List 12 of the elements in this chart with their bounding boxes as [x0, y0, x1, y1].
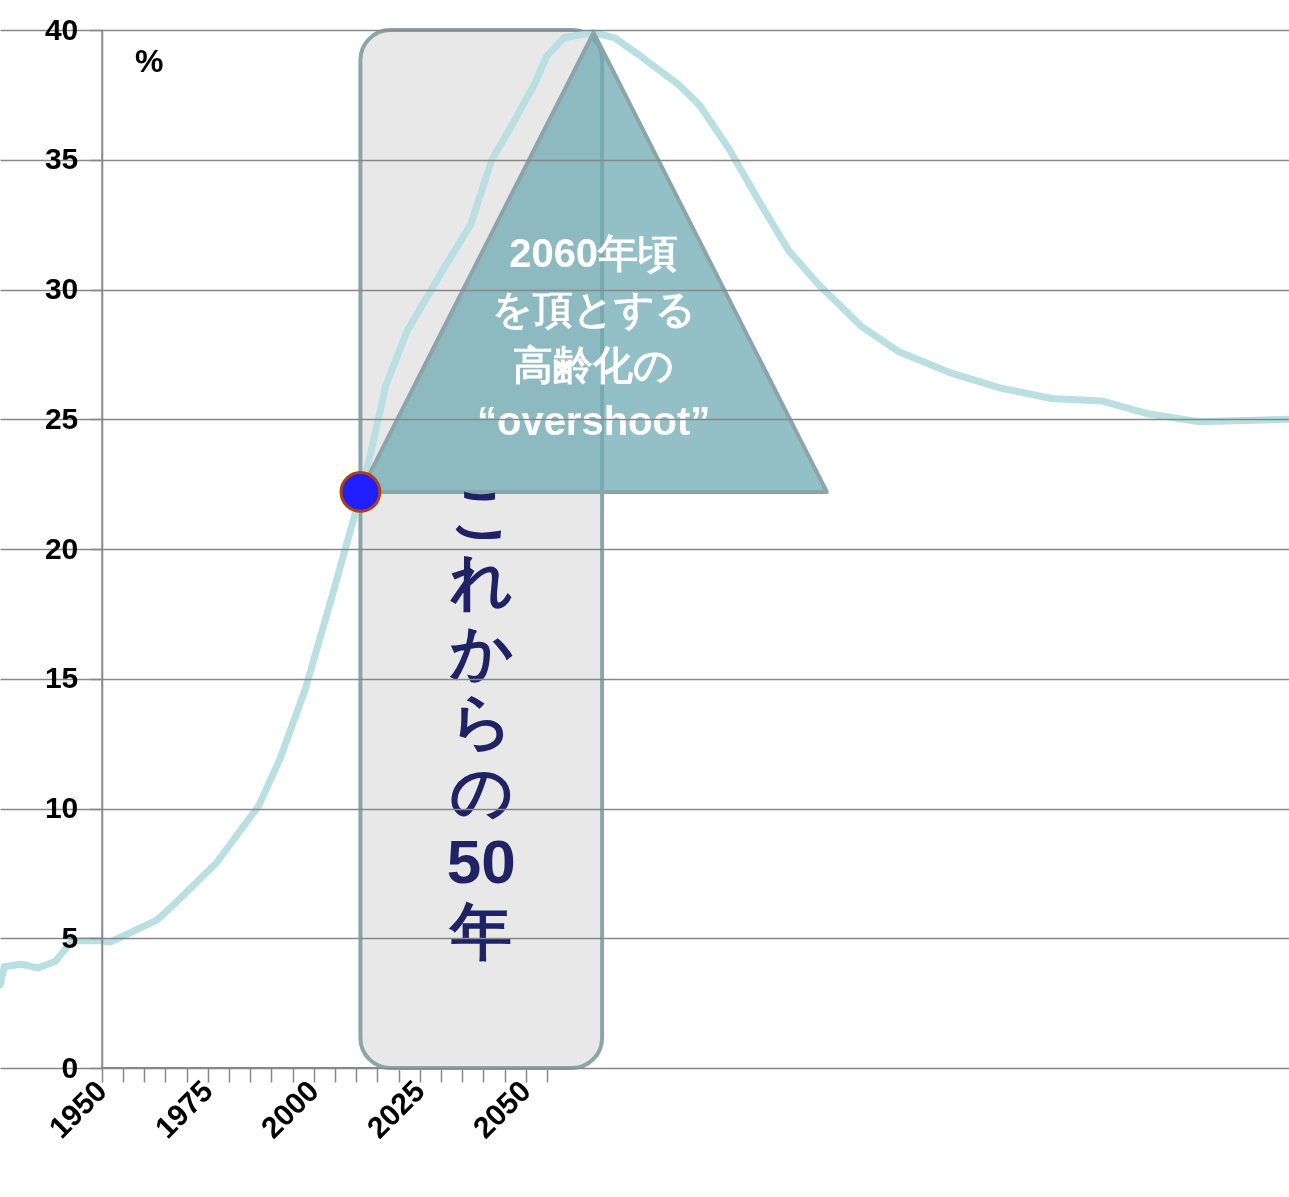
y-tick-label: 0 — [61, 1050, 79, 1084]
y-tick-label: 10 — [44, 791, 79, 824]
y-tick-label: 25 — [44, 401, 79, 435]
y-tick-label: 40 — [44, 12, 79, 46]
y-tick-label: 5 — [61, 920, 79, 954]
y-tick-label: 20 — [44, 531, 79, 565]
annotation: 2060年頃を頂とする高齢化の“overshoot” — [476, 230, 711, 443]
y-tick-label: 35 — [44, 142, 79, 176]
y-axis-title: % — [135, 42, 164, 79]
y-tick-label: 15 — [44, 661, 79, 695]
band-label: これからの50年 — [446, 476, 516, 966]
y-tick-label: 30 — [44, 272, 79, 305]
